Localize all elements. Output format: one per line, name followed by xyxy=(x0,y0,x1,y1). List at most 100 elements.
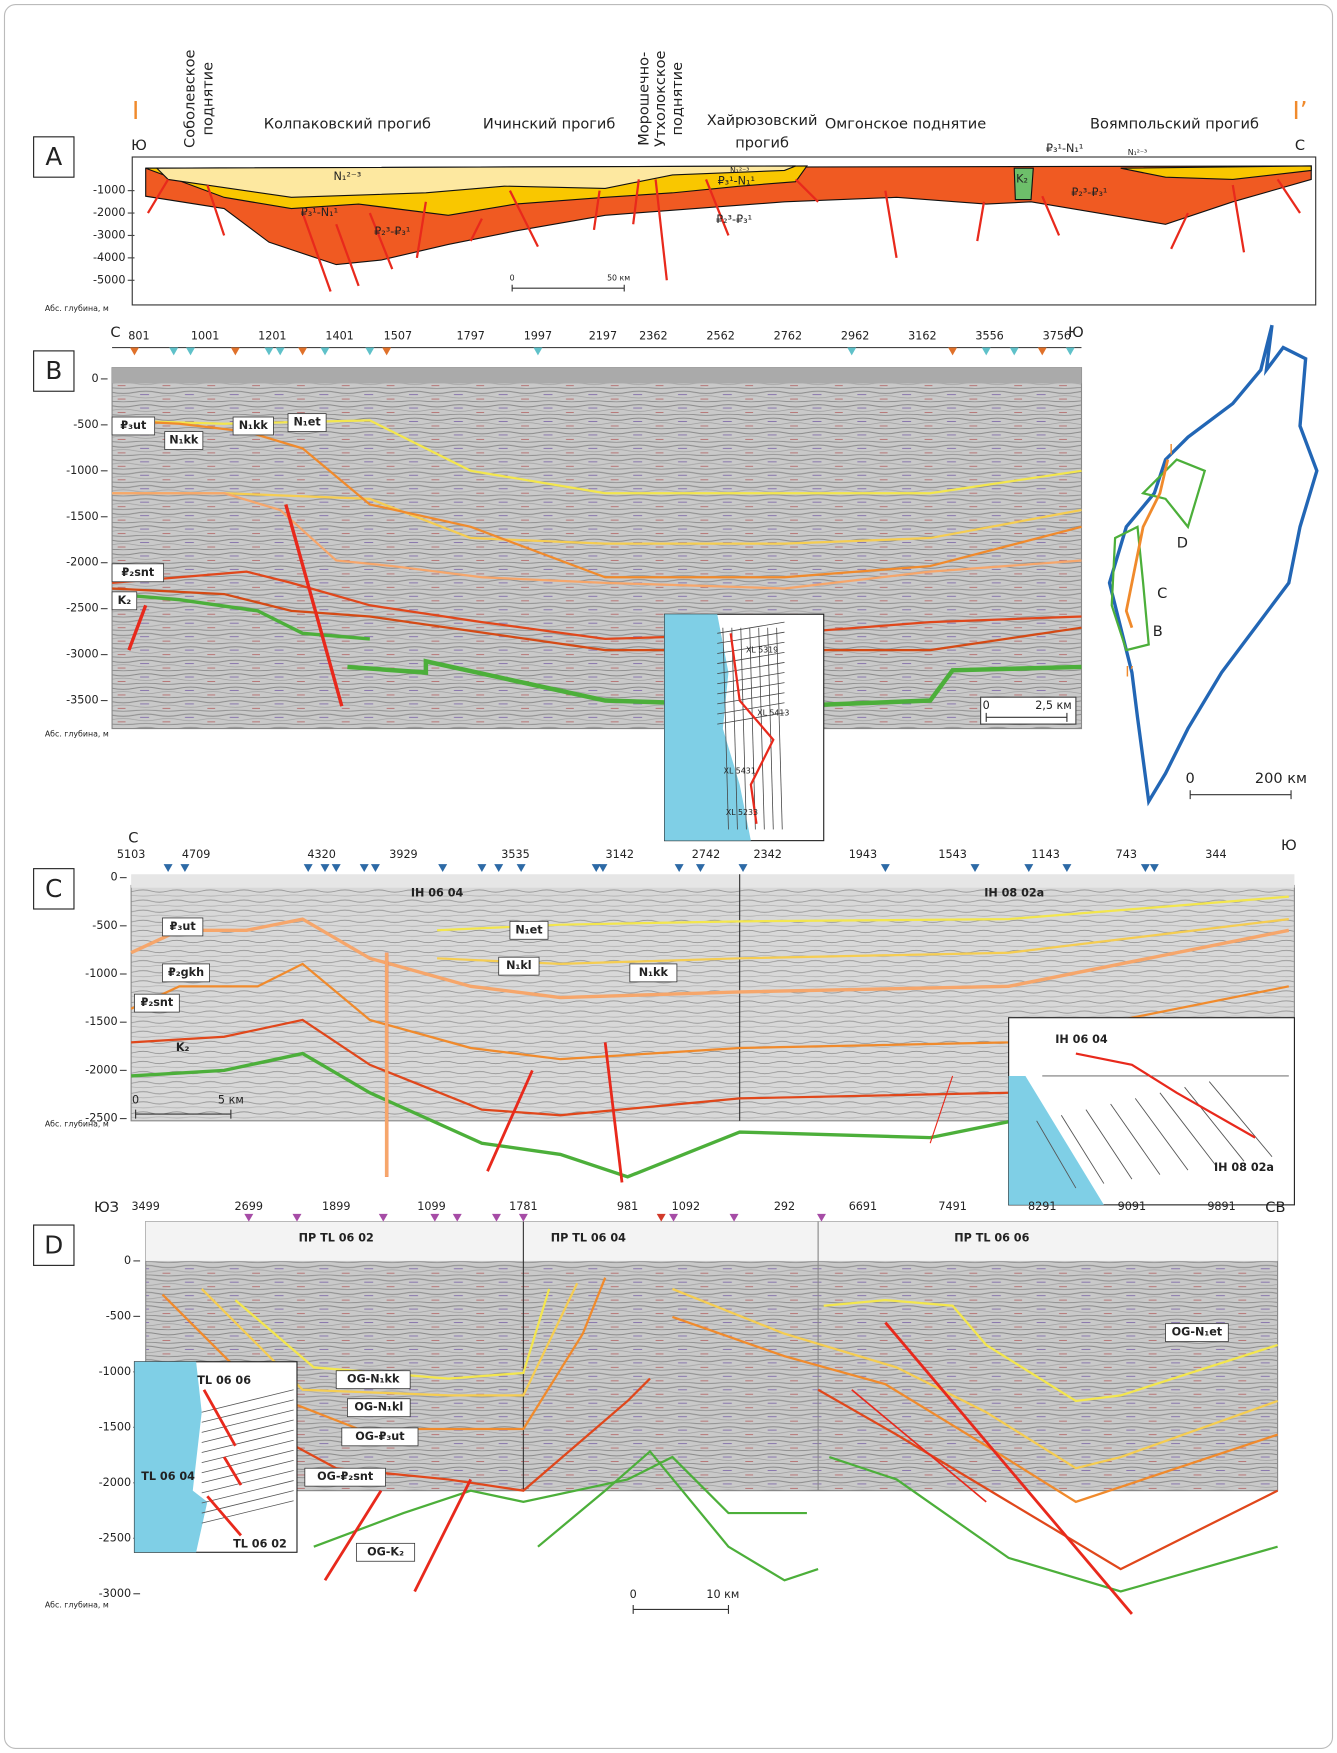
depth-tick-label: -1000 xyxy=(99,1365,132,1378)
unit-label: ₽₃¹-N₁¹ xyxy=(301,206,338,219)
trace-tick-label: 1543 xyxy=(938,848,966,861)
structure-name: поднятие xyxy=(669,62,686,136)
scale-label: 0 xyxy=(510,274,515,283)
trace-tick-label: 3756 xyxy=(1043,329,1071,342)
horizon-label: OG-N₁et xyxy=(1172,1326,1223,1339)
inset-line-label: XL 5233 xyxy=(726,808,758,817)
depth-tick-label: -5000 xyxy=(93,273,126,286)
structure-name: Хайрюзовский xyxy=(707,112,818,129)
depth-tick-label: 0 xyxy=(91,372,98,385)
inset-line-label: TL 06 06 xyxy=(197,1374,251,1387)
trace-tick-label: 4320 xyxy=(307,848,335,861)
horizon-label: ₽₂snt xyxy=(122,566,155,579)
horizon-label: ₽₂snt xyxy=(141,996,174,1009)
seismic-section xyxy=(146,1222,1278,1491)
depth-tick-label: -1500 xyxy=(66,510,99,523)
scale-label: 0 xyxy=(630,1588,637,1601)
sea-band xyxy=(112,368,1081,384)
horizon-label: OG-K₂ xyxy=(367,1545,404,1558)
trace-tick-label: 9891 xyxy=(1207,1200,1235,1213)
trace-tick-label: 2962 xyxy=(841,329,869,342)
direction: С xyxy=(110,324,120,341)
scale-label: 0 xyxy=(1186,770,1195,787)
line-name: ПР TL 06 04 xyxy=(551,1231,626,1244)
direction: С xyxy=(128,829,138,846)
axis-label: Абс. глубина, м xyxy=(45,1600,109,1609)
horizon-label: N₁kl xyxy=(506,959,532,972)
inset-line-label: TL 06 04 xyxy=(141,1470,195,1483)
depth-tick-label: -500 xyxy=(106,1309,131,1322)
unit-label: ₽₃¹-N₁¹ xyxy=(1046,142,1083,155)
inset-line-label: XL 5319 xyxy=(746,646,778,655)
inset-line-label: IH 06 04 xyxy=(1055,1033,1108,1046)
section-marker: I’ xyxy=(1292,96,1307,125)
trace-tick-label: 1781 xyxy=(509,1200,537,1213)
trace-tick-label: 1899 xyxy=(322,1200,350,1213)
horizon-label: OG-₽₂snt xyxy=(317,1470,374,1483)
horizon-label: N₁kk xyxy=(239,419,269,432)
trace-tick-label: 1507 xyxy=(384,329,412,342)
trace-tick-label: 1001 xyxy=(191,329,219,342)
depth-tick-label: 0 xyxy=(124,1254,131,1267)
unit-label: ₽₃¹-N₁¹ xyxy=(718,175,755,188)
trace-tick-label: 3556 xyxy=(975,329,1003,342)
depth-tick-label: -3000 xyxy=(93,228,126,241)
panel-label: D xyxy=(44,1230,63,1259)
inset-line-label: TL 06 02 xyxy=(233,1537,287,1550)
horizon-label: OG-₽₃ut xyxy=(355,1430,405,1443)
depth-tick-label: -2000 xyxy=(93,206,126,219)
depth-tick-label: -2500 xyxy=(66,602,99,615)
horizon-label: K₂ xyxy=(176,1041,190,1054)
horizon-label: N₁kk xyxy=(639,966,669,979)
horizon-label: ₽₃ut xyxy=(120,419,147,432)
inset-sea xyxy=(134,1362,207,1553)
scale-label: 5 км xyxy=(218,1094,244,1107)
depth-tick-label: -3500 xyxy=(66,694,99,707)
unit-label: K₂ xyxy=(1016,172,1028,185)
map-marker: I xyxy=(1169,442,1173,459)
trace-tick-label: 2699 xyxy=(235,1200,263,1213)
trace-tick-label: 2762 xyxy=(774,329,802,342)
trace-tick-label: 1201 xyxy=(258,329,286,342)
trace-tick-label: 7491 xyxy=(938,1200,966,1213)
sea-band xyxy=(131,874,1294,887)
depth-tick-label: -2000 xyxy=(85,1063,118,1076)
trace-tick-label: 1997 xyxy=(524,329,552,342)
depth-tick-label: -3000 xyxy=(99,1587,132,1600)
trace-tick-label: 4709 xyxy=(182,848,210,861)
trace-tick-label: 1943 xyxy=(849,848,877,861)
unit-label: ₽₂³-₽₃¹ xyxy=(1071,186,1107,199)
trace-tick-label: 3929 xyxy=(389,848,417,861)
trace-tick-label: 292 xyxy=(774,1200,795,1213)
trace-tick-label: 2362 xyxy=(639,329,667,342)
line-name: IH 08 02a xyxy=(984,886,1044,899)
unit-label: N₁²⁻³ xyxy=(1128,148,1147,157)
trace-tick-label: 801 xyxy=(128,329,149,342)
depth-tick-label: -1000 xyxy=(93,184,126,197)
section-marker: I xyxy=(132,96,139,125)
trace-tick-label: 2742 xyxy=(692,848,720,861)
axis-label: Абс. глубина, м xyxy=(45,1120,109,1129)
direction: Ю xyxy=(131,137,147,154)
trace-tick-label: 5103 xyxy=(117,848,145,861)
scale-label: 0 xyxy=(132,1094,139,1107)
depth-tick-label: -500 xyxy=(73,418,98,431)
structure-name: прогиб xyxy=(735,135,789,152)
trace-tick-label: 1797 xyxy=(456,329,484,342)
map-label: C xyxy=(1157,585,1167,602)
direction: СВ xyxy=(1265,1199,1285,1216)
inset-line-label: XL 5431 xyxy=(724,767,756,776)
direction: ЮЗ xyxy=(94,1199,119,1216)
direction: Ю xyxy=(1281,837,1297,854)
structure-name: Ичинский прогиб xyxy=(483,116,615,133)
trace-tick-label: 743 xyxy=(1116,848,1137,861)
trace-tick-label: 1099 xyxy=(417,1200,445,1213)
map-label: B xyxy=(1153,623,1163,640)
horizon-label: N₁kk xyxy=(169,434,199,447)
line-name: ПР TL 06 02 xyxy=(299,1231,374,1244)
figure: AII’ЮССоболевскоеподнятиеКолпаковский пр… xyxy=(0,0,1337,1753)
trace-tick-label: 1401 xyxy=(325,329,353,342)
depth-tick-label: -2000 xyxy=(99,1476,132,1489)
unit-label: ₽₂³-₽₃¹ xyxy=(716,213,752,226)
depth-tick-label: -4000 xyxy=(93,251,126,264)
